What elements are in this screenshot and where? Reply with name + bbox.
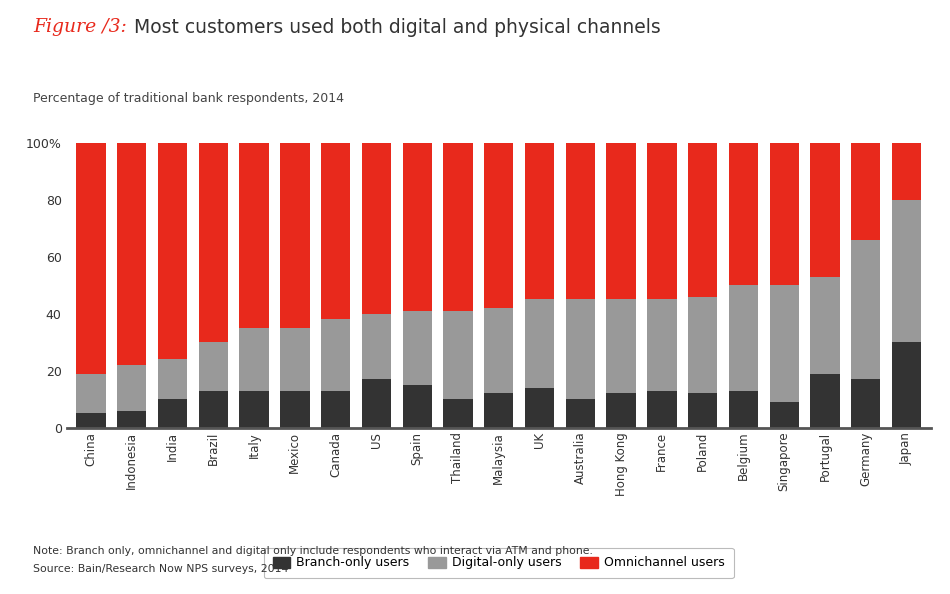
Bar [565, 143, 595, 299]
Bar [647, 391, 676, 428]
Bar [892, 143, 922, 200]
Bar [76, 143, 105, 374]
Bar [239, 143, 269, 328]
Bar [524, 388, 554, 428]
Bar [810, 374, 840, 428]
Bar [321, 143, 351, 320]
Bar [729, 143, 758, 285]
Bar [239, 328, 269, 391]
Bar [484, 393, 513, 428]
Bar [810, 277, 840, 374]
Bar [239, 391, 269, 428]
Bar [403, 143, 432, 311]
Bar [524, 143, 554, 299]
Bar [688, 393, 717, 428]
Bar [199, 342, 228, 391]
Bar [524, 299, 554, 388]
Text: Figure /3:: Figure /3: [33, 18, 127, 36]
Text: Most customers used both digital and physical channels: Most customers used both digital and phy… [128, 18, 661, 37]
Bar [444, 311, 473, 399]
Text: Source: Bain/Research Now NPS surveys, 2014: Source: Bain/Research Now NPS surveys, 2… [33, 564, 289, 574]
Bar [647, 299, 676, 391]
Bar [484, 143, 513, 308]
Bar [770, 402, 799, 428]
Bar [770, 285, 799, 402]
Text: Percentage of traditional bank respondents, 2014: Percentage of traditional bank responden… [33, 92, 344, 105]
Bar [647, 143, 676, 299]
Bar [729, 285, 758, 391]
Bar [76, 413, 105, 428]
Bar [321, 320, 351, 391]
Bar [199, 391, 228, 428]
Bar [606, 143, 636, 299]
Bar [117, 410, 146, 428]
Bar [280, 143, 310, 328]
Bar [851, 379, 881, 428]
Bar [362, 314, 391, 379]
Bar [158, 143, 187, 359]
Text: Note: Branch only, omnichannel and digital only include respondents who interact: Note: Branch only, omnichannel and digit… [33, 546, 593, 557]
Bar [444, 399, 473, 428]
Bar [892, 342, 922, 428]
Bar [158, 399, 187, 428]
Bar [851, 239, 881, 379]
Bar [851, 143, 881, 239]
Bar [117, 365, 146, 410]
Bar [810, 143, 840, 277]
Bar [362, 379, 391, 428]
Legend: Branch-only users, Digital-only users, Omnichannel users: Branch-only users, Digital-only users, O… [264, 548, 733, 578]
Bar [362, 143, 391, 314]
Bar [158, 359, 187, 399]
Bar [403, 311, 432, 385]
Bar [565, 399, 595, 428]
Bar [770, 143, 799, 285]
Bar [606, 299, 636, 393]
Bar [280, 328, 310, 391]
Bar [280, 391, 310, 428]
Bar [892, 200, 922, 342]
Bar [321, 391, 351, 428]
Bar [688, 296, 717, 393]
Bar [484, 308, 513, 393]
Bar [729, 391, 758, 428]
Bar [688, 143, 717, 296]
Bar [199, 143, 228, 342]
Bar [606, 393, 636, 428]
Bar [444, 143, 473, 311]
Bar [76, 374, 105, 413]
Bar [403, 385, 432, 428]
Bar [117, 143, 146, 365]
Bar [565, 299, 595, 399]
